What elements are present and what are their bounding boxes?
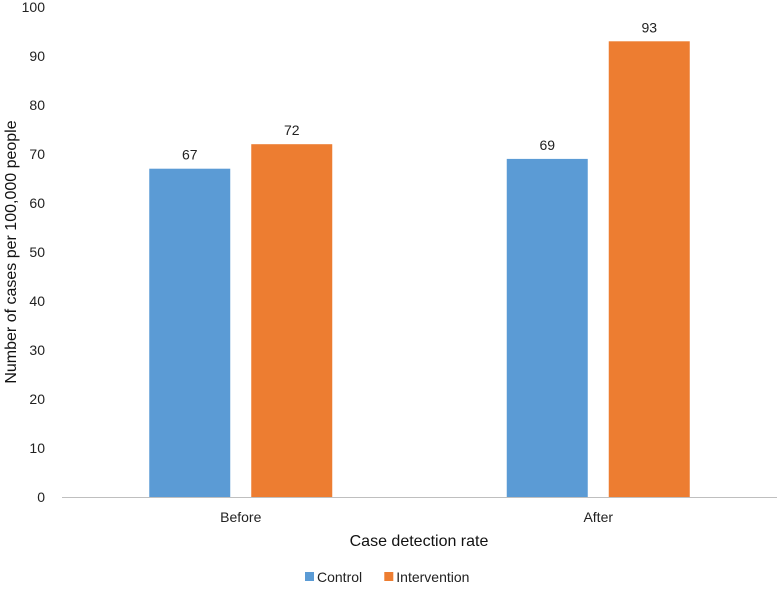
x-axis-title: Case detection rate <box>350 533 489 550</box>
data-labels: 67 72 69 93 <box>182 19 657 162</box>
y-tick-label: 90 <box>29 48 45 64</box>
y-tick-label: 40 <box>29 293 45 309</box>
legend-label: Control <box>317 569 362 585</box>
y-tick-label: 20 <box>29 391 45 407</box>
bar-intervention-after <box>608 41 690 498</box>
data-label: 72 <box>284 122 300 138</box>
y-axis-ticks: 0 10 20 30 40 50 60 70 80 90 100 <box>22 0 46 505</box>
bar-intervention-before <box>251 144 333 497</box>
y-tick-label: 30 <box>29 342 45 358</box>
legend-label: Intervention <box>396 569 469 585</box>
y-tick-label: 10 <box>29 440 45 456</box>
y-axis-title: Number of cases per 100,000 people <box>3 120 20 383</box>
legend: Control Intervention <box>305 569 469 585</box>
data-label: 67 <box>182 147 198 163</box>
x-category-label: Before <box>220 509 261 525</box>
bars <box>149 41 690 498</box>
y-tick-label: 50 <box>29 244 45 260</box>
bar-control-after <box>506 158 588 497</box>
legend-swatch-control <box>305 572 314 581</box>
y-tick-label: 70 <box>29 146 45 162</box>
bar-control-before <box>149 168 231 497</box>
x-axis-categories: Before After <box>220 509 613 525</box>
x-category-label: After <box>583 509 613 525</box>
y-tick-label: 60 <box>29 195 45 211</box>
data-label: 93 <box>641 19 657 35</box>
data-label: 69 <box>539 137 555 153</box>
y-tick-label: 100 <box>22 0 46 15</box>
y-tick-label: 0 <box>37 489 45 505</box>
y-tick-label: 80 <box>29 97 45 113</box>
legend-swatch-intervention <box>384 572 394 581</box>
